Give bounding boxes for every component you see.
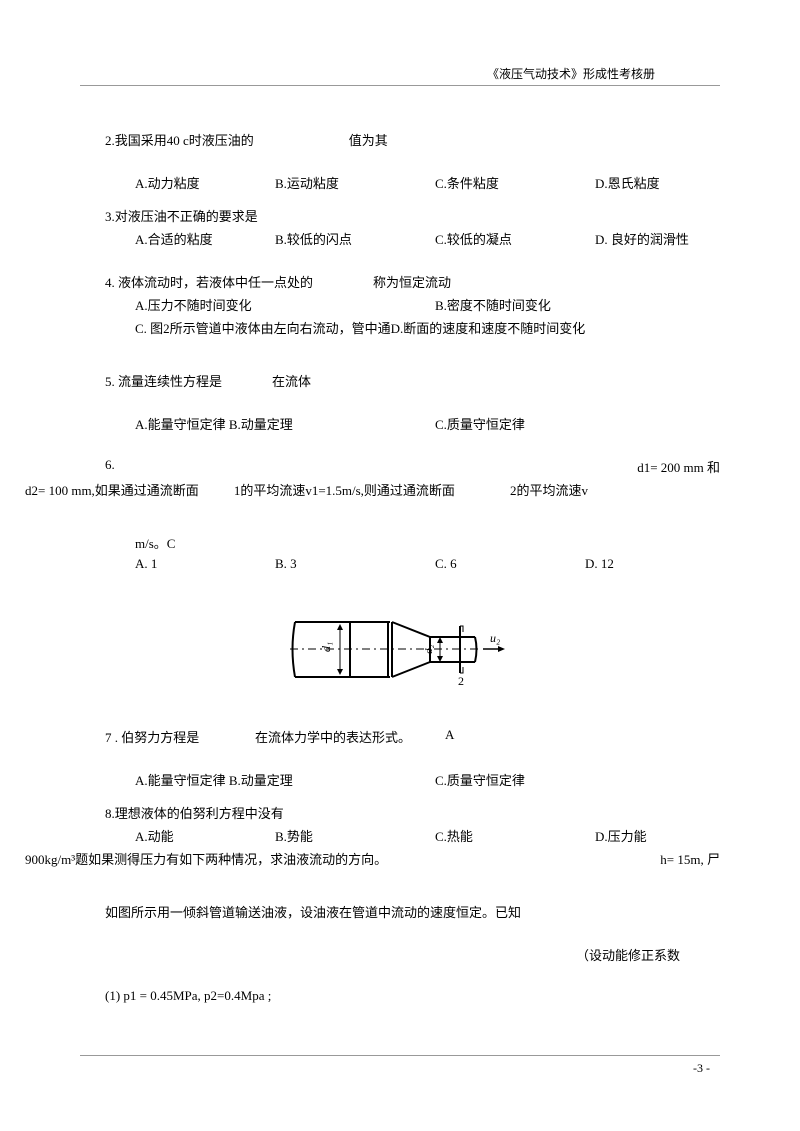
q7-text: 7 . 伯努力方程是 在流体力学中的表达形式。 A	[80, 727, 720, 746]
q7-opt-a: A.能量守恒定律 B.动量定理	[135, 770, 435, 789]
q6-text-a: 6.	[105, 457, 115, 476]
q2-text: 2.我国采用40 c时液压油的 值为其	[80, 130, 720, 149]
q2-text-a: 2.我国采用40 c时液压油的	[105, 130, 254, 149]
svg-text:d₁: d₁	[319, 642, 333, 652]
q6-line2c: 2的平均流速v	[510, 480, 588, 499]
q6-line2: d2= 100 mm,如果通过通流断面 1的平均流速v1=1.5m/s,则通过通…	[25, 480, 720, 499]
q3-options: A.合适的粘度 B.较低的闪点 C.较低的凝点 D. 良好的润滑性	[80, 229, 720, 248]
svg-text:2: 2	[458, 674, 464, 688]
main-content: 2.我国采用40 c时液压油的 值为其 A.动力粘度 B.运动粘度 C.条件粘度…	[80, 130, 720, 1008]
q6-text-b: d1= 200 mm 和	[637, 457, 720, 476]
q8-text: 8.理想液体的伯努利方程中没有	[80, 803, 720, 822]
q8-line5-content: (1) p1 = 0.45MPa, p2=0.4Mpa ;	[105, 988, 271, 1004]
q8-opt-c: C.热能	[435, 826, 595, 845]
q2-opt-b: B.运动粘度	[275, 173, 435, 192]
q5-opt-a: A.能量守恒定律 B.动量定理	[135, 414, 435, 433]
q4-opt-a: A.压力不随时间变化	[135, 295, 435, 314]
q4-text-b: 称为恒定流动	[373, 272, 451, 291]
header-divider	[80, 85, 720, 86]
q8-line4: （设动能修正系数	[80, 945, 720, 964]
q5-options: A.能量守恒定律 B.动量定理 C.质量守恒定律	[80, 414, 720, 433]
q3-opt-d: D. 良好的润滑性	[595, 229, 689, 248]
q8-line3: 如图所示用一倾斜管道输送油液，设油液在管道中流动的速度恒定。已知	[80, 902, 720, 921]
q6-opt-b: B. 3	[275, 556, 435, 572]
q5-text-b: 在流体	[272, 371, 311, 390]
q3-text-content: 3.对液压油不正确的要求是	[105, 206, 258, 225]
q8-opt-a: A.动能	[135, 826, 275, 845]
q8-opt-d: D.压力能	[595, 826, 647, 845]
q8-options: A.动能 B.势能 C.热能 D.压力能	[80, 826, 720, 845]
pipe-diagram: d₁ d₂ u₂ 2	[80, 602, 720, 697]
q3-text: 3.对液压油不正确的要求是	[80, 206, 720, 225]
q8-text-content: 8.理想液体的伯努利方程中没有	[105, 803, 284, 822]
q8-line2a: 900kg/m³题如果测得压力有如下两种情况，求油液流动的方向。	[25, 849, 387, 868]
q4-line2: C. 图2所示管道中液体由左向右流动，管中通D.断面的速度和速度不随时间变化	[80, 318, 720, 337]
q3-opt-a: A.合适的粘度	[135, 229, 275, 248]
q6-line3: m/s。C	[80, 533, 720, 552]
q6-options: A. 1 B. 3 C. 6 D. 12	[80, 556, 720, 572]
q7-options: A.能量守恒定律 B.动量定理 C.质量守恒定律	[80, 770, 720, 789]
q2-text-b: 值为其	[349, 130, 388, 149]
q4-text-a: 4. 液体流动时，若液体中任一点处的	[105, 272, 313, 291]
q8-line5: (1) p1 = 0.45MPa, p2=0.4Mpa ;	[80, 988, 720, 1004]
footer-divider	[80, 1055, 720, 1056]
q6-line2b: 1的平均流速v1=1.5m/s,则通过通流断面	[234, 480, 455, 499]
q5-text: 5. 流量连续性方程是 在流体	[80, 371, 720, 390]
q6-line3-content: m/s。C	[135, 533, 175, 552]
q4-line2-content: C. 图2所示管道中液体由左向右流动，管中通D.断面的速度和速度不随时间变化	[135, 318, 585, 337]
q7-text-b: 在流体力学中的表达形式。	[255, 727, 445, 746]
q8-line4-content: （设动能修正系数	[576, 945, 680, 964]
q6-line2a: d2= 100 mm,如果通过通流断面	[25, 480, 199, 499]
q8-line3-content: 如图所示用一倾斜管道输送油液，设油液在管道中流动的速度恒定。已知	[105, 902, 521, 921]
q8-line2: 900kg/m³题如果测得压力有如下两种情况，求油液流动的方向。 h= 15m,…	[25, 849, 720, 868]
q2-opt-a: A.动力粘度	[135, 173, 275, 192]
q2-options: A.动力粘度 B.运动粘度 C.条件粘度 D.恩氏粘度	[80, 173, 720, 192]
q8-opt-b: B.势能	[275, 826, 435, 845]
page-header: 《液压气动技术》形成性考核册	[487, 65, 655, 82]
q8-line2b: h= 15m, 尸	[660, 849, 720, 868]
q4-options: A.压力不随时间变化 B.密度不随时间变化	[80, 295, 720, 314]
q6-opt-c: C. 6	[435, 556, 585, 572]
pipe-svg: d₁ d₂ u₂ 2	[280, 602, 520, 697]
svg-text:d₂: d₂	[423, 645, 435, 655]
q4-text: 4. 液体流动时，若液体中任一点处的 称为恒定流动	[80, 272, 720, 291]
q4-opt-b: B.密度不随时间变化	[435, 295, 551, 314]
svg-text:u₂: u₂	[490, 631, 500, 645]
q7-opt-c: C.质量守恒定律	[435, 770, 525, 789]
q6-opt-d: D. 12	[585, 556, 614, 572]
q5-text-a: 5. 流量连续性方程是	[105, 371, 222, 390]
q7-text-c: A	[445, 727, 454, 746]
q7-text-a: 7 . 伯努力方程是	[105, 727, 255, 746]
q3-opt-b: B.较低的闪点	[275, 229, 435, 248]
q2-opt-d: D.恩氏粘度	[595, 173, 660, 192]
page-footer: -3 -	[693, 1061, 710, 1076]
q2-opt-c: C.条件粘度	[435, 173, 595, 192]
q6-opt-a: A. 1	[135, 556, 275, 572]
q6-text: 6. d1= 200 mm 和	[80, 457, 720, 476]
q5-opt-c: C.质量守恒定律	[435, 414, 525, 433]
q3-opt-c: C.较低的凝点	[435, 229, 595, 248]
